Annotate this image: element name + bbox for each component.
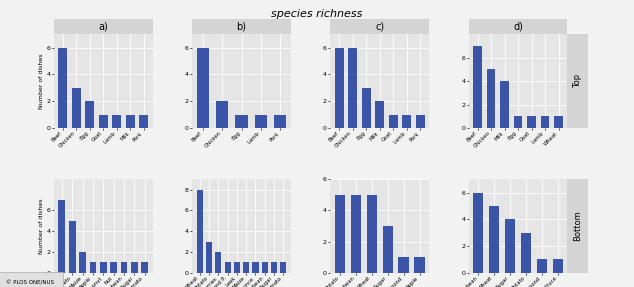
Bar (139, 115, 148, 128)
Bar (216, 252, 221, 273)
Bar (366, 195, 377, 273)
Bar (100, 262, 107, 273)
Bar (243, 262, 249, 273)
Text: b): b) (236, 22, 247, 32)
Bar (197, 190, 203, 273)
Bar (335, 48, 344, 128)
Bar (224, 262, 231, 273)
Bar (351, 195, 361, 273)
Bar (521, 233, 531, 273)
Bar (131, 262, 138, 273)
Bar (197, 48, 209, 128)
Text: Top: Top (573, 74, 582, 88)
Bar (500, 81, 509, 128)
Bar (375, 101, 384, 128)
Bar (274, 115, 287, 128)
Bar (141, 262, 148, 273)
Bar (473, 46, 482, 128)
Text: species richness: species richness (271, 9, 363, 19)
Bar (489, 206, 500, 273)
Bar (79, 252, 86, 273)
Bar (86, 101, 94, 128)
Bar (473, 193, 484, 273)
Bar (554, 116, 563, 128)
Bar (335, 195, 346, 273)
Bar (362, 88, 371, 128)
Bar (349, 48, 357, 128)
Bar (68, 221, 75, 273)
Text: © PLOS ONE/NUS: © PLOS ONE/NUS (6, 280, 55, 286)
Bar (553, 259, 563, 273)
Bar (110, 262, 117, 273)
Bar (58, 48, 67, 128)
Bar (514, 116, 522, 128)
Bar (72, 88, 81, 128)
Bar (255, 115, 267, 128)
Text: d): d) (513, 22, 523, 32)
Bar (403, 115, 411, 128)
Bar (382, 226, 393, 273)
Bar (541, 116, 550, 128)
Bar (527, 116, 536, 128)
Bar (89, 262, 96, 273)
Bar (262, 262, 268, 273)
Bar (505, 219, 515, 273)
Text: c): c) (375, 22, 384, 32)
Bar (389, 115, 398, 128)
Bar (126, 115, 134, 128)
Bar (99, 115, 108, 128)
Text: a): a) (98, 22, 108, 32)
Bar (58, 200, 65, 273)
Bar (537, 259, 547, 273)
Y-axis label: Number of dishes: Number of dishes (39, 198, 44, 254)
Bar (415, 257, 425, 273)
Text: Bottom: Bottom (573, 211, 582, 241)
Bar (271, 262, 277, 273)
Bar (487, 69, 495, 128)
Bar (216, 101, 228, 128)
Bar (206, 242, 212, 273)
Bar (398, 257, 409, 273)
Bar (235, 115, 248, 128)
Bar (252, 262, 259, 273)
Y-axis label: Number of dishes: Number of dishes (39, 53, 44, 109)
Bar (112, 115, 121, 128)
Bar (416, 115, 425, 128)
Bar (120, 262, 127, 273)
Bar (234, 262, 240, 273)
Bar (280, 262, 287, 273)
